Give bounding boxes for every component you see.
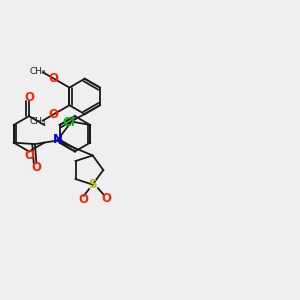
- Text: CH₃: CH₃: [30, 117, 46, 126]
- Text: S: S: [88, 178, 97, 191]
- Text: O: O: [32, 161, 41, 174]
- Text: O: O: [78, 194, 88, 206]
- Text: O: O: [24, 91, 34, 104]
- Text: Cl: Cl: [62, 116, 75, 128]
- Text: CH₃: CH₃: [30, 67, 46, 76]
- Text: O: O: [48, 72, 58, 85]
- Text: O: O: [24, 148, 34, 161]
- Text: O: O: [102, 192, 112, 205]
- Text: O: O: [48, 108, 58, 121]
- Text: N: N: [52, 134, 63, 146]
